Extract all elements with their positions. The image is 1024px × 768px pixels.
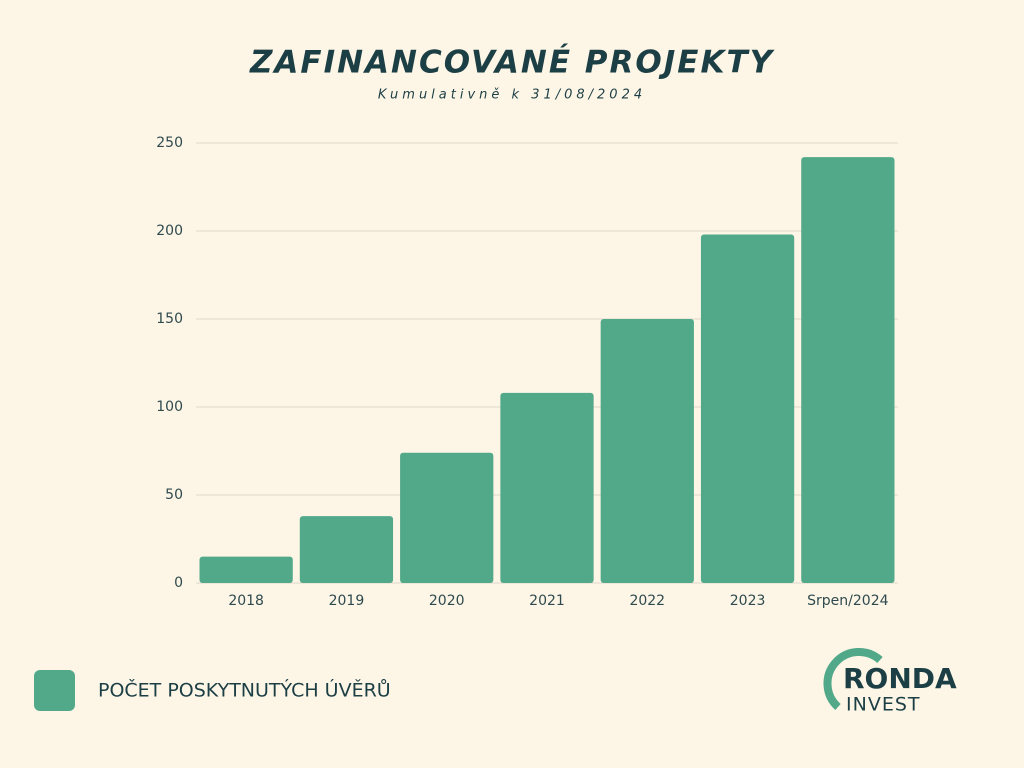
logo: RONDA INVEST [823,647,957,716]
y-tick-label: 150 [156,311,183,327]
chart-title: ZAFINANCOVANÉ PROJEKTY [249,45,776,81]
x-tick-label: 2020 [429,593,465,609]
logo-name: RONDA [843,662,957,695]
bar [199,556,293,583]
y-tick-label: 100 [156,399,183,415]
x-tick-label: 2021 [529,593,565,609]
y-tick-label: 0 [174,575,183,591]
y-tick-label: 50 [165,487,183,503]
chart-subtitle: Kumulativně k 31/08/2024 [378,88,646,103]
y-tick-label: 200 [156,223,183,239]
bar [600,319,694,583]
x-tick-label: 2018 [228,593,264,609]
x-tick-label: Srpen/2024 [807,593,888,609]
bar [500,392,594,583]
legend-label: POČET POSKYTNUTÝCH ÚVĚRŮ [98,678,391,702]
bar [700,234,795,583]
y-tick-label: 250 [156,135,183,151]
x-tick-label: 2022 [629,593,665,609]
x-tick-label: 2023 [730,593,766,609]
legend-swatch [34,670,75,711]
logo-sub: INVEST [846,694,921,716]
x-tick-label: 2019 [329,593,365,609]
bar [400,452,494,583]
bar [299,516,394,583]
bar [801,157,895,583]
logo-arc [823,647,883,710]
